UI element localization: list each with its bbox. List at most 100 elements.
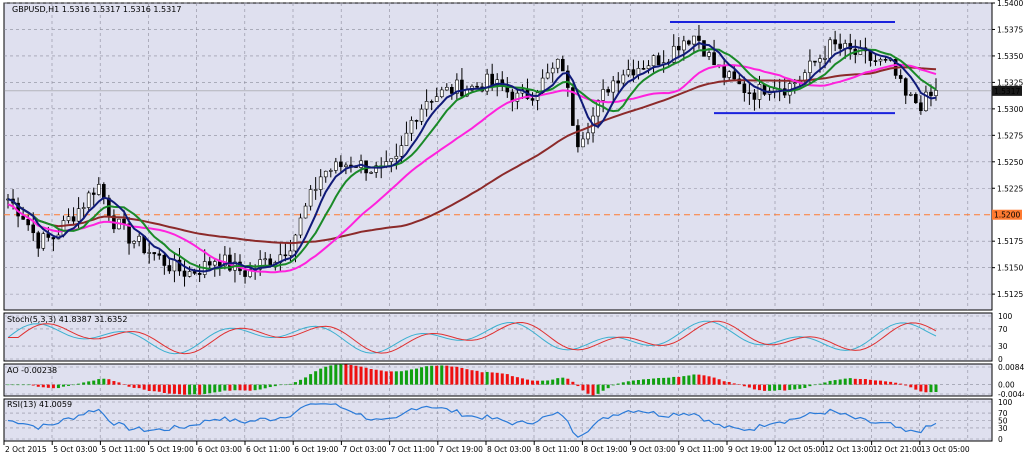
candle xyxy=(752,92,757,100)
indicator-level-label: 30 xyxy=(998,342,1008,351)
candle xyxy=(676,45,681,51)
ao-bar xyxy=(566,378,570,385)
candle xyxy=(621,74,626,84)
ao-bar xyxy=(631,380,635,385)
ao-bar xyxy=(884,381,888,385)
indicator-level-label: 0.00 xyxy=(998,381,1015,390)
ao-bar xyxy=(647,379,651,385)
ao-bar xyxy=(732,383,736,385)
time-axis: 2 Oct 2015 5 Oct 03:00 5 Oct 11:00 5 Oct 19… xyxy=(3,441,970,454)
ao-marks xyxy=(6,364,938,396)
ao-title: AO -0.00238 xyxy=(7,366,57,375)
ao-bar xyxy=(147,384,151,391)
ao-bar xyxy=(652,378,656,385)
indicator-level-label: 100 xyxy=(998,312,1013,321)
ao-bar xyxy=(485,371,489,385)
candle xyxy=(248,269,252,277)
indicator-level-label: 0 xyxy=(998,355,1003,364)
ao-bar xyxy=(324,366,328,385)
stoch-panel[interactable] xyxy=(3,312,993,362)
ao-bar xyxy=(344,364,348,385)
candle xyxy=(434,96,439,102)
candle xyxy=(334,161,338,171)
ao-bar xyxy=(183,384,187,395)
ao-bar xyxy=(596,384,600,394)
stoch-main-line xyxy=(7,320,937,355)
ao-bar xyxy=(551,379,555,385)
ao-bar xyxy=(177,384,181,395)
candle xyxy=(182,270,187,277)
candle xyxy=(258,259,262,270)
ao-bar xyxy=(61,384,65,387)
candle xyxy=(682,40,686,51)
ao-bar xyxy=(97,379,101,385)
time-tick-label: 12 Oct 21:00 xyxy=(873,445,922,454)
rsi-panel[interactable] xyxy=(3,398,993,442)
ao-bar xyxy=(394,371,398,385)
candle xyxy=(878,59,883,62)
ao-bar xyxy=(788,384,792,390)
candle xyxy=(606,89,610,93)
time-tick-label: 2 Oct 2015 xyxy=(5,445,47,454)
ao-bar xyxy=(536,380,540,385)
time-tick-label: 12 Oct 05:00 xyxy=(776,445,825,454)
ma-slow-line xyxy=(7,63,937,274)
ao-bar xyxy=(218,384,222,392)
ao-bar xyxy=(808,384,812,387)
ao-bar xyxy=(6,384,10,386)
ma-fast-line xyxy=(7,41,937,273)
ao-bar xyxy=(556,378,560,385)
ao-bar xyxy=(172,384,176,394)
ao-bar xyxy=(137,384,141,389)
ao-bar xyxy=(420,367,424,385)
ao-bar xyxy=(712,377,716,385)
candle xyxy=(61,220,66,236)
candle xyxy=(873,60,878,62)
ao-bar xyxy=(87,381,91,385)
candle xyxy=(934,90,938,96)
ao-bar xyxy=(470,370,474,385)
candle xyxy=(727,71,732,78)
ao-bar xyxy=(208,384,212,394)
candle xyxy=(192,271,197,274)
candle xyxy=(41,233,46,249)
price-tick-label: 1.5150 xyxy=(997,264,1023,273)
ao-bar xyxy=(581,384,585,391)
ao-bar xyxy=(243,384,247,391)
candle xyxy=(419,108,424,122)
candle xyxy=(26,219,30,226)
ao-bar xyxy=(495,372,499,385)
ao-bar xyxy=(384,371,388,385)
ao-bar xyxy=(747,384,751,388)
ao-bar xyxy=(21,384,25,386)
candle xyxy=(792,82,797,85)
ao-bar xyxy=(92,380,96,385)
ao-bar xyxy=(914,384,918,390)
candle xyxy=(102,184,106,199)
price-tick-label: 1.5275 xyxy=(997,131,1023,140)
ao-bar xyxy=(833,380,837,385)
ao-bar xyxy=(677,376,681,385)
candle xyxy=(389,158,394,162)
candle xyxy=(757,84,762,100)
ao-bar xyxy=(490,372,494,385)
ao-bar xyxy=(611,384,615,386)
candle xyxy=(399,145,404,157)
ao-bar xyxy=(223,384,227,391)
candle xyxy=(167,265,172,272)
ao-bar xyxy=(576,384,580,387)
ao-bar xyxy=(722,381,726,385)
ao-bar xyxy=(853,378,857,385)
candle xyxy=(601,89,605,101)
candle xyxy=(475,85,479,88)
ao-bar xyxy=(435,365,439,385)
candle xyxy=(833,39,837,45)
candle xyxy=(147,252,152,254)
ao-bar xyxy=(546,380,550,385)
ao-bar xyxy=(198,384,202,395)
time-tick-label: 6 Oct 19:00 xyxy=(294,445,338,454)
candle xyxy=(450,86,454,94)
candle xyxy=(545,72,550,79)
